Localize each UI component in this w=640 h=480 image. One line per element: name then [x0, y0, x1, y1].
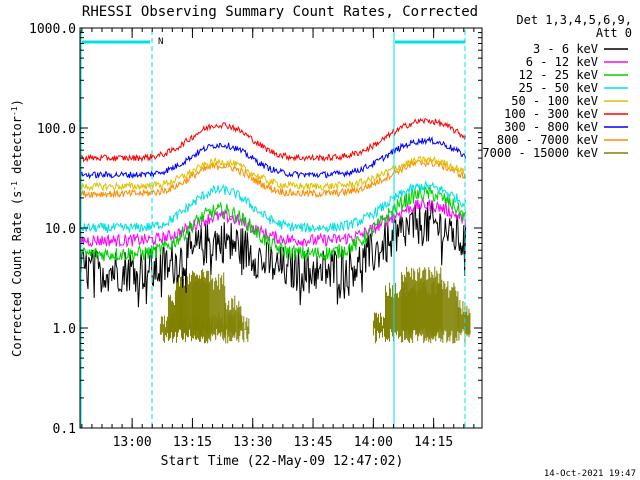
chart-title: RHESSI Observing Summary Count Rates, Co… [82, 4, 478, 20]
y-tick-label: 1000.0 [29, 22, 76, 37]
x-tick-label: 14:00 [354, 435, 393, 450]
footer-timestamp: 14-Oct-2021 19:47 [544, 469, 636, 479]
y-tick-label: 10.0 [45, 222, 76, 237]
y-axis-label-sup: -1 [10, 181, 19, 191]
y-axis: 0.1 1.0 10.0 100.0 1000.0 [29, 22, 482, 437]
series-3 [79, 179, 467, 234]
x-axis-label: Start Time (22-May-09 12:47:02) [161, 454, 404, 469]
x-tick-label: 13:00 [113, 435, 152, 450]
y-tick-label: 100.0 [37, 122, 76, 137]
series-6 [79, 135, 467, 180]
x-axis: 13:00 13:15 13:30 13:45 14:00 14:15 [81, 28, 475, 450]
series-0 [79, 201, 467, 308]
y-axis-label: Corrected Count Rate (s-1 detector-1) [10, 99, 25, 357]
series-line [79, 197, 467, 248]
legend-entry-label: 7000 - 15000 keV [482, 146, 598, 160]
legend-entry-label: 100 - 300 keV [504, 107, 598, 121]
legend-entry-label: 25 - 50 keV [519, 81, 598, 95]
series-5 [79, 117, 467, 163]
series-line [79, 158, 467, 199]
y-axis-label-sup2: -1 [10, 106, 19, 116]
legend-entry-label: 300 - 800 keV [504, 120, 598, 134]
series-line [79, 179, 467, 234]
x-tick-label: 13:15 [173, 435, 212, 450]
observing-markers: N [80, 30, 466, 428]
legend-entry-label: 50 - 100 keV [511, 94, 598, 108]
legend-entry-label: 800 - 7000 keV [497, 133, 598, 147]
legend-entry-label: 3 - 6 keV [533, 42, 598, 56]
series-line [79, 185, 467, 262]
legend-entry-label: 6 - 12 keV [526, 55, 598, 69]
series-7 [79, 158, 467, 199]
series-2 [79, 185, 467, 262]
y-axis-label-mid: detector [10, 116, 24, 181]
series-line [79, 135, 467, 180]
series-4 [79, 155, 466, 192]
series-line [79, 155, 466, 192]
series-8 [159, 266, 471, 344]
x-tick-label: 14:15 [414, 435, 453, 450]
series-line [79, 201, 467, 308]
y-axis-label-end: ) [10, 99, 24, 106]
y-tick-label: 1.0 [53, 322, 76, 337]
y-axis-label-main: Corrected Count Rate (s [10, 191, 24, 357]
legend-entry-label: 12 - 25 keV [519, 68, 598, 82]
plot-area: N [79, 30, 471, 428]
series-1 [79, 197, 467, 248]
x-tick-label: 13:30 [233, 435, 272, 450]
legend-header-line2: Att 0 [596, 26, 632, 40]
series-line [79, 117, 467, 163]
legend-header-line1: Det 1,3,4,5,6,9, [516, 13, 632, 27]
x-tick-label: 13:45 [293, 435, 332, 450]
y-tick-label: 0.1 [53, 422, 76, 437]
night-label: N [158, 37, 163, 47]
